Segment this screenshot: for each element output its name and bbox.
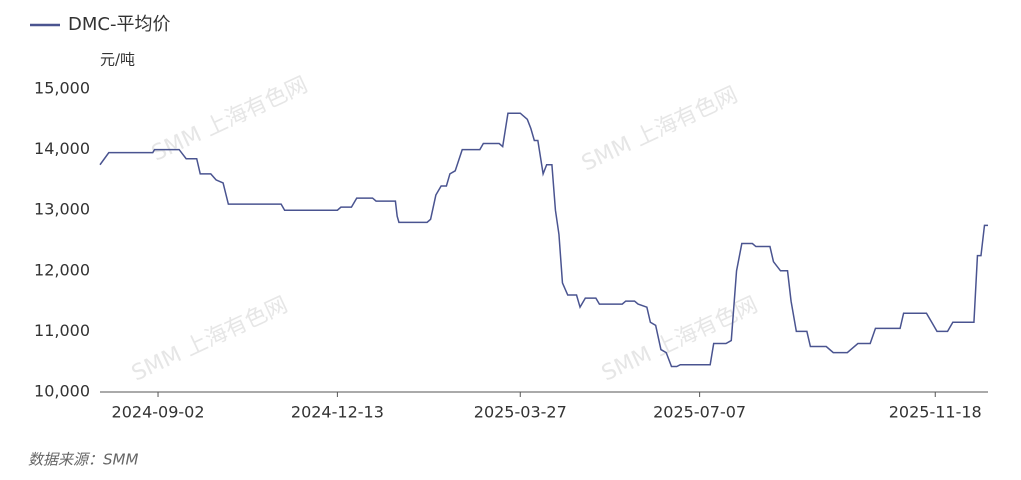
source: 数据来源：SMM bbox=[28, 451, 138, 469]
x-tick-label: 2025-03-27 bbox=[474, 403, 567, 422]
y-unit: 元/吨 bbox=[100, 51, 135, 69]
y-tick-label: 14,000 bbox=[34, 139, 90, 158]
y-tick-label: 12,000 bbox=[34, 260, 90, 279]
x-tick-label: 2024-09-02 bbox=[112, 403, 205, 422]
watermarks: SMM 上海有色网 SMM 上海有色网 SMM 上海有色网 SMM 上海有色网 bbox=[128, 73, 762, 387]
y-tick-label: 11,000 bbox=[34, 321, 90, 340]
watermark: SMM 上海有色网 bbox=[598, 293, 762, 387]
y-tick-label: 15,000 bbox=[34, 79, 90, 98]
watermark: SMM 上海有色网 bbox=[578, 83, 742, 177]
y-tick-label: 10,000 bbox=[34, 382, 90, 401]
watermark: SMM 上海有色网 bbox=[148, 73, 312, 167]
x-tick-label: 2025-11-18 bbox=[889, 403, 982, 422]
legend-label: DMC-平均价 bbox=[68, 14, 170, 35]
x-tick-label: 2025-07-07 bbox=[653, 403, 746, 422]
y-tick-label: 13,000 bbox=[34, 200, 90, 219]
x-tick-label: 2024-12-13 bbox=[291, 403, 384, 422]
watermark: SMM 上海有色网 bbox=[128, 293, 292, 387]
series-line bbox=[99, 112, 988, 368]
